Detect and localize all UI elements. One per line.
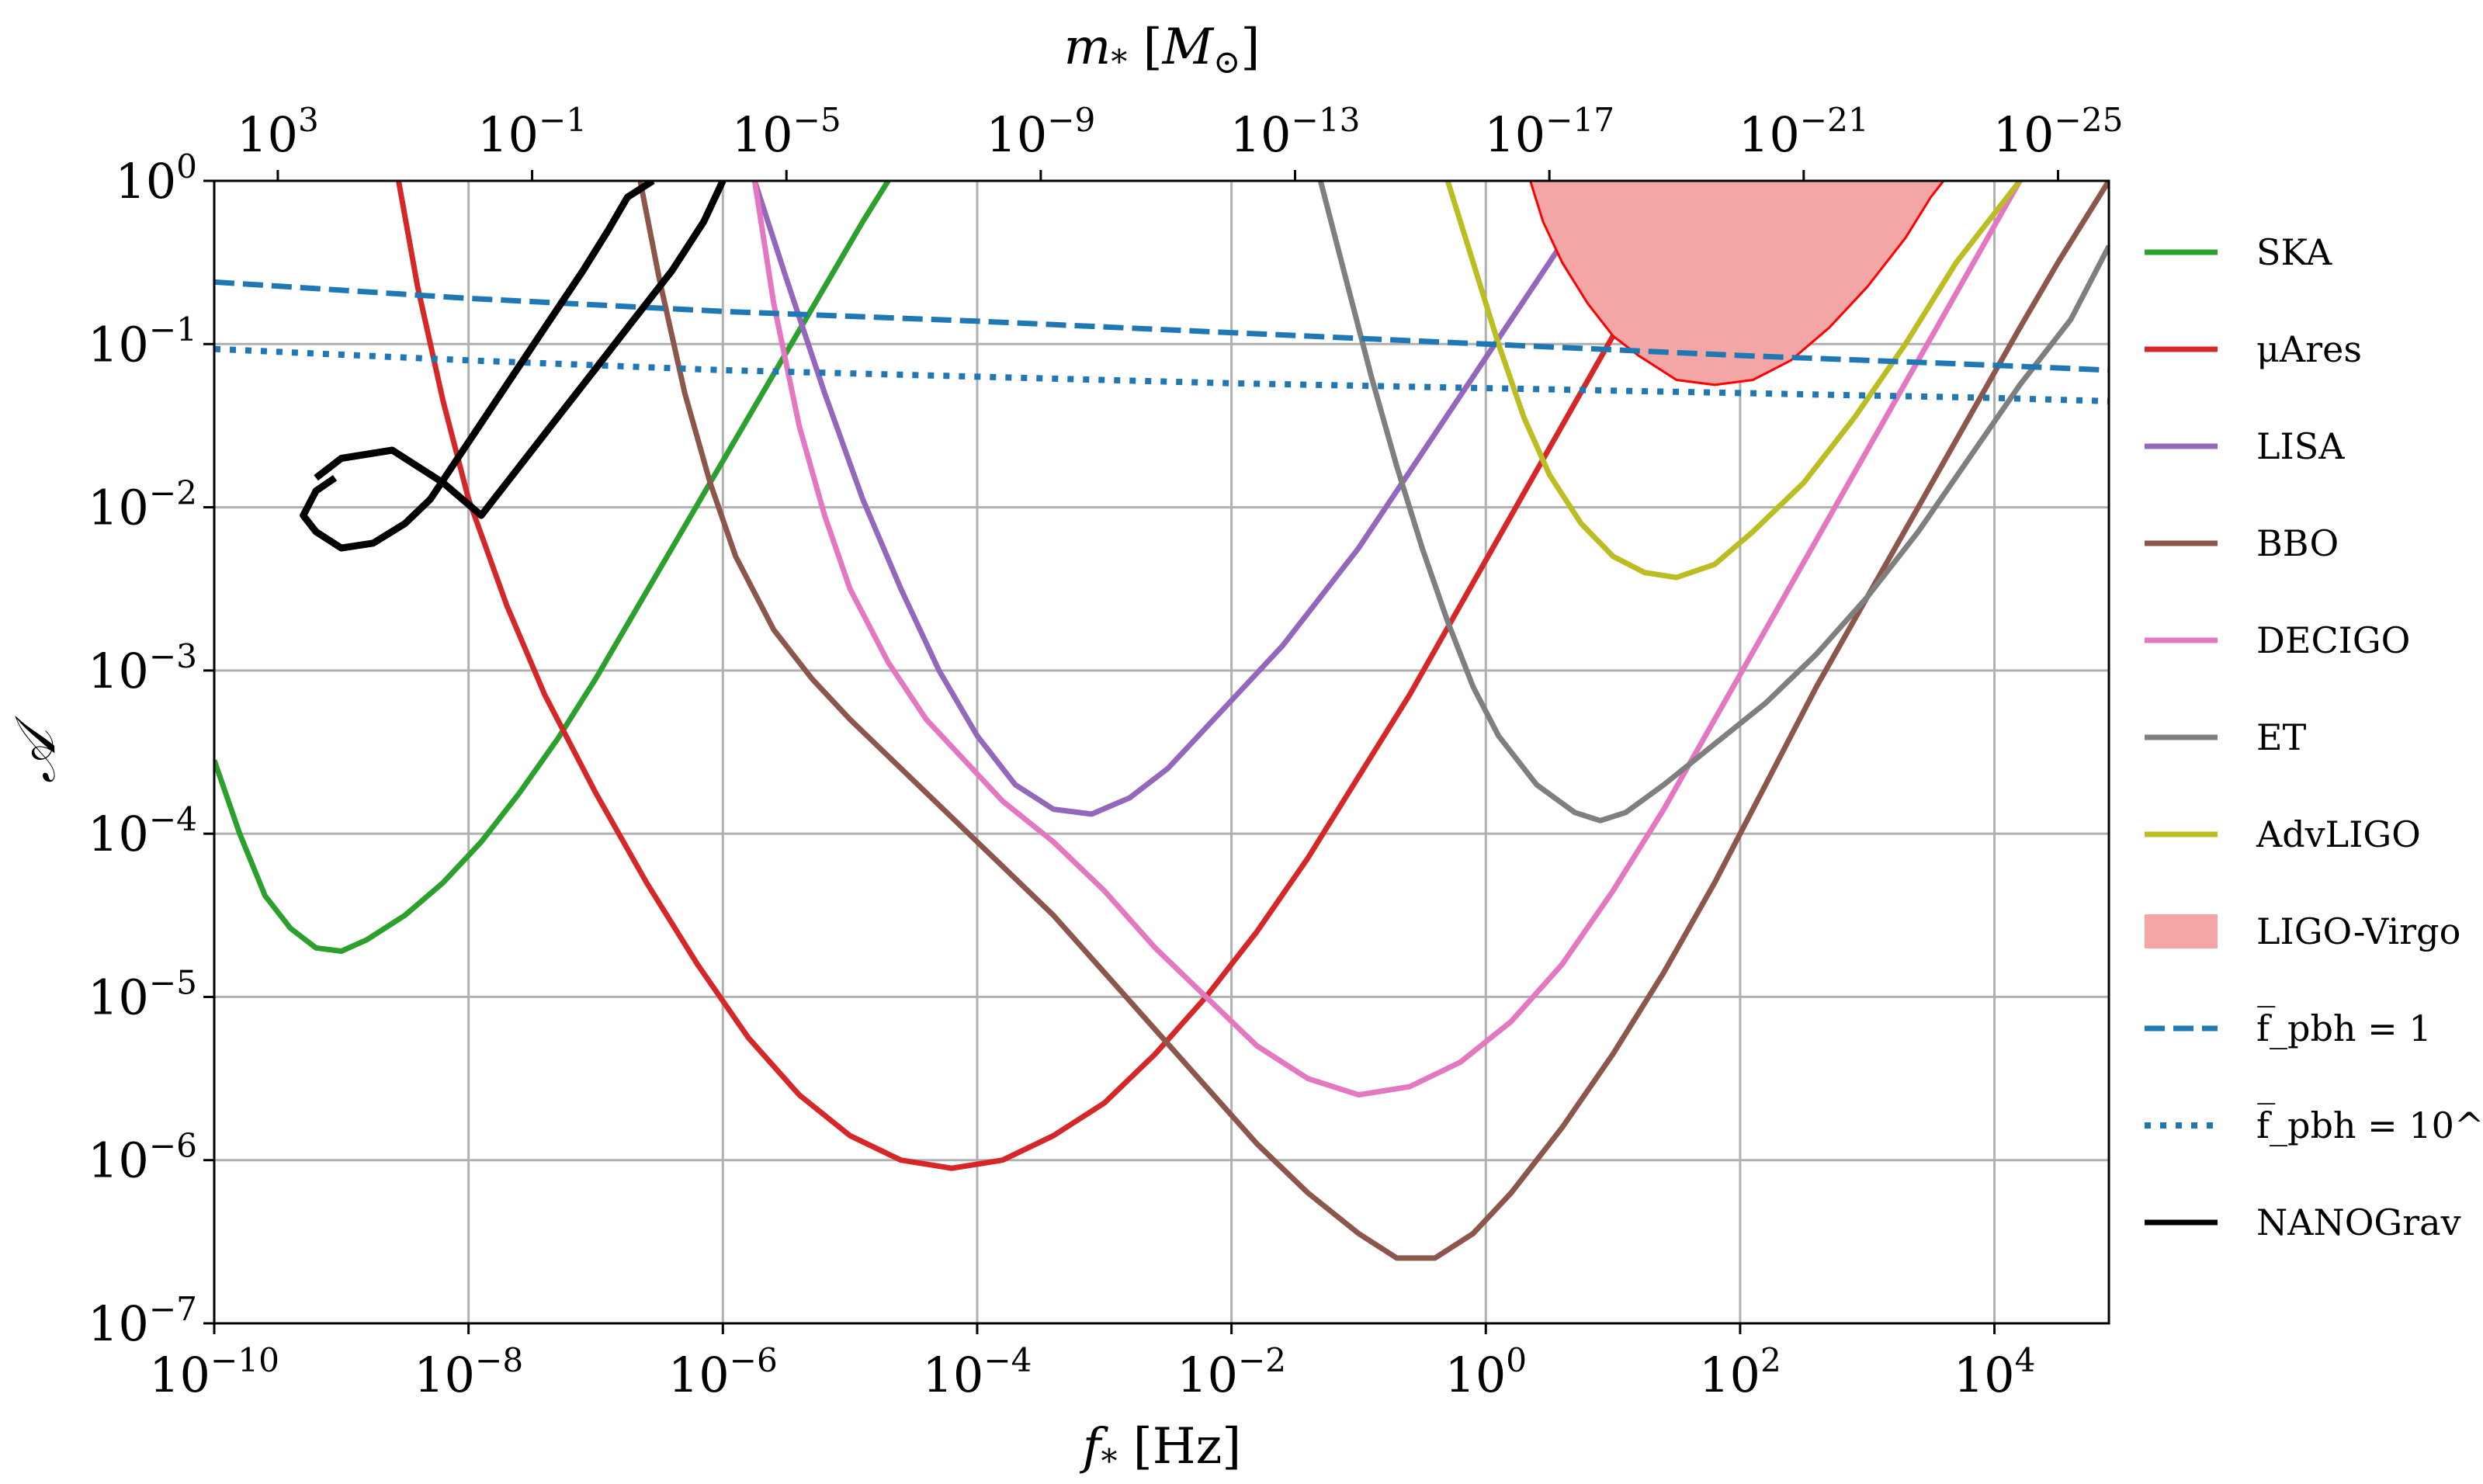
legend-label: ET [2256, 716, 2307, 758]
top-tick-label: 10−25 [1993, 101, 2124, 163]
x-tick-label: 10−2 [1177, 1341, 1286, 1403]
y-tick-label: 10−6 [88, 1127, 197, 1189]
legend-item: DECIGO [2145, 619, 2410, 661]
legend-item: LISA [2145, 425, 2345, 467]
grid [213, 179, 2109, 1325]
legend-label: SKA [2256, 231, 2332, 273]
x-tick-label: 102 [1699, 1341, 1781, 1403]
series-decigo [751, 181, 2023, 1098]
legend-item: NANOGrav [2145, 1201, 2461, 1243]
legend-swatch [2145, 914, 2218, 948]
series-nanograv-contour-0 [300, 181, 655, 552]
x-tick-label: 10−10 [149, 1341, 279, 1403]
series-et [1317, 181, 2109, 823]
legend-label: NANOGrav [2256, 1201, 2461, 1243]
y-tick-label: 100 [115, 147, 197, 210]
legend-item: BBO [2145, 522, 2339, 564]
series-ska [214, 181, 891, 954]
legend-label: LISA [2256, 425, 2345, 467]
top-tick-label: 103 [237, 101, 319, 163]
legend-item: AdvLIGO [2145, 813, 2421, 855]
legend-item: f̅_pbh = 10^-10 [2145, 1102, 2483, 1146]
legend-item: f̅_pbh = 1 [2145, 1005, 2432, 1049]
legend-label: f̅_pbh = 10^-10 [2256, 1102, 2483, 1146]
series-fpbh-1e-10 [214, 345, 2109, 404]
legend-item: ET [2145, 716, 2307, 758]
ticks: 10−10 10−8 10−6 10−4 10−2 100 102 104 10−7 10−6 10… [88, 101, 2123, 1403]
legend-label: LIGO-Virgo [2256, 910, 2460, 952]
top-tick-label: 10−9 [986, 101, 1095, 163]
legend-item: SKA [2145, 231, 2332, 273]
legend-label: μAres [2256, 328, 2362, 370]
x-tick-label: 10−4 [922, 1341, 1032, 1403]
x-tick-label: 10−8 [414, 1341, 523, 1403]
y-tick-label: 10−2 [88, 474, 197, 536]
plot-frame [213, 179, 2110, 1325]
top-tick-label: 10−21 [1739, 101, 1869, 163]
series-advligo [1444, 181, 2023, 581]
x-tick-label: 10−6 [668, 1341, 778, 1403]
y-tick-label: 10−7 [88, 1290, 197, 1352]
top-tick-label: 10−5 [732, 101, 841, 163]
legend-label: f̅_pbh = 1 [2256, 1005, 2432, 1049]
x-axis-label: f* [Hz] [1080, 1418, 1242, 1480]
x-tick-label: 104 [1954, 1341, 2036, 1403]
legend-item: μAres [2145, 328, 2362, 370]
top-tick-label: 10−1 [477, 101, 587, 163]
series-ligo-virgo-region [1529, 181, 1945, 387]
x-tick-label: 100 [1444, 1341, 1527, 1403]
top-axis-label: m* [M⊙] [1064, 19, 1261, 81]
series-muares [396, 181, 1711, 1171]
y-tick-label: 10−1 [88, 310, 197, 373]
series-bbo [637, 181, 2109, 1261]
legend-label: AdvLIGO [2256, 813, 2421, 855]
legend-label: BBO [2256, 522, 2339, 564]
legend-item: LIGO-Virgo [2145, 910, 2460, 952]
y-tick-label: 10−5 [88, 963, 197, 1025]
y-axis-label: 𝒜 [2, 715, 68, 783]
series-lisa [751, 181, 1609, 817]
series-nanograv-contour-1 [314, 181, 727, 519]
y-tick-label: 10−4 [88, 800, 197, 862]
top-tick-label: 10−13 [1230, 101, 1361, 163]
series-f-pbh-1 [214, 279, 2109, 373]
series-layer [214, 181, 2109, 1261]
y-tick-label: 10−3 [88, 637, 197, 699]
legend-label: DECIGO [2256, 619, 2410, 661]
legend: SKA μAres LISA BBO DECIGO ET AdvLIGO LIGO-Virgo… [2145, 231, 2483, 1243]
top-tick-label: 10−17 [1484, 101, 1614, 163]
